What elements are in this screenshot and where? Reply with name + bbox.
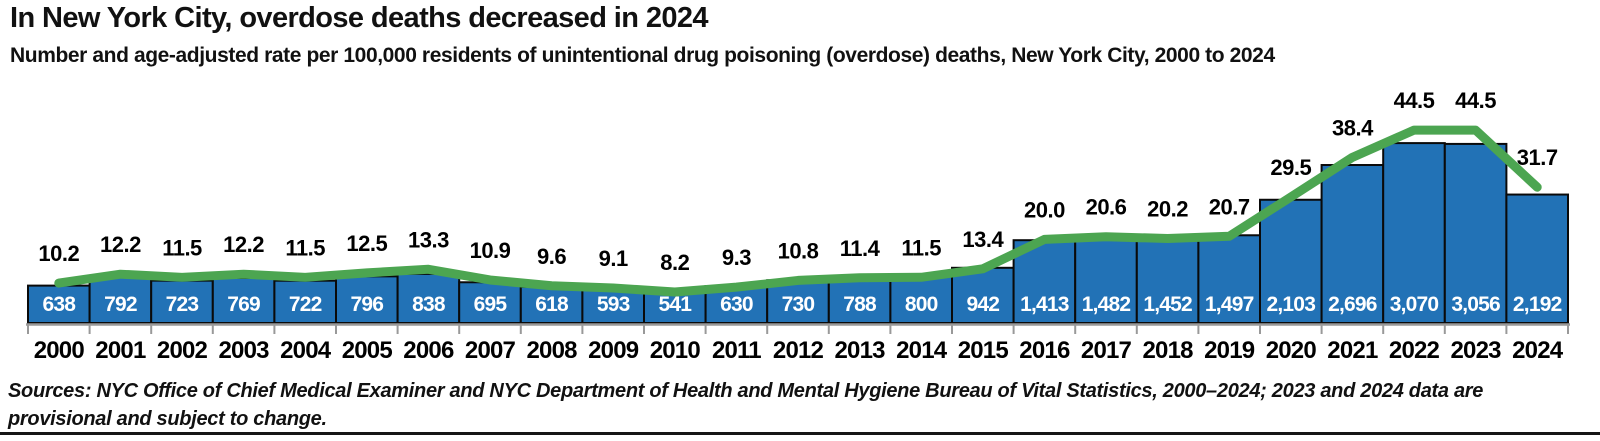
chart-subtitle: Number and age-adjusted rate per 100,000…	[10, 44, 1275, 67]
rate-label-2014: 11.5	[901, 235, 941, 260]
rate-label-2005: 12.5	[346, 231, 387, 256]
rate-label-2009: 9.1	[599, 246, 628, 271]
x-axis-label-2016: 2016	[1019, 337, 1070, 364]
x-axis-label-2012: 2012	[773, 337, 824, 364]
rate-label-2022: 44.5	[1394, 88, 1435, 113]
bar-2015	[951, 266, 1015, 324]
bar-value-label-2012: 730	[782, 293, 815, 316]
bar-2018	[1135, 236, 1200, 324]
rate-line	[54, 125, 1542, 297]
bar-value-label-2021: 2,696	[1328, 293, 1377, 316]
bar-2019	[1197, 234, 1262, 324]
bar-2020	[1259, 198, 1323, 324]
bar-2012	[766, 279, 830, 324]
x-axis-label-2010: 2010	[650, 337, 701, 364]
bar-2022	[1382, 142, 1446, 324]
overdose-deaths-chart: 638 10.2 2000 792 12.2 2001 723 11.5 2002 769 12.2…	[26, 88, 1570, 364]
sources-note: Sources: NYC Office of Chief Medical Exa…	[8, 380, 1484, 430]
x-axis-label-2021: 2021	[1327, 337, 1378, 364]
bar-2007	[458, 281, 522, 324]
x-axis-label-2008: 2008	[526, 337, 577, 364]
bar-value-label-2006: 838	[412, 293, 446, 316]
rate-label-2007: 10.9	[470, 238, 511, 263]
bar-value-label-2015: 942	[966, 293, 999, 316]
bar-2006	[396, 272, 461, 325]
bar-value-label-2019: 1,497	[1205, 293, 1254, 316]
bar-value-label-2005: 796	[350, 293, 383, 316]
bar-value-label-2023: 3,056	[1451, 293, 1500, 316]
rate-label-2019: 20.7	[1209, 194, 1250, 219]
bar-2009	[581, 287, 646, 324]
rate-label-2001: 12.2	[100, 232, 141, 257]
x-axis-label-2014: 2014	[896, 337, 948, 364]
bar-value-label-2000: 638	[42, 293, 76, 316]
bar-value-label-2016: 1,413	[1020, 293, 1069, 316]
bar-2024	[1505, 193, 1570, 324]
bar-value-label-2020: 2,103	[1267, 293, 1316, 316]
rate-label-2020: 29.5	[1270, 155, 1311, 180]
x-axis-label-2023: 2023	[1450, 337, 1501, 364]
bar-value-label-2002: 723	[166, 293, 199, 316]
x-axis-label-2017: 2017	[1081, 337, 1132, 364]
rate-label-2011: 9.3	[722, 245, 751, 270]
x-axis-label-2018: 2018	[1142, 337, 1193, 364]
rate-label-2010: 8.2	[660, 250, 689, 275]
bar-2017	[1074, 235, 1138, 324]
rate-label-2004: 11.5	[285, 235, 325, 260]
x-axis-label-2007: 2007	[465, 337, 516, 364]
bar-value-label-2010: 541	[658, 293, 692, 316]
rate-label-2002: 11.5	[162, 235, 202, 260]
x-axis-label-2000: 2000	[34, 337, 85, 364]
bar-value-label-2014: 800	[905, 293, 938, 316]
rate-label-2006: 13.3	[408, 227, 449, 252]
bar-value-label-2022: 3,070	[1390, 293, 1439, 316]
bar-value-label-2008: 618	[535, 293, 569, 316]
bar-value-label-2011: 630	[720, 293, 753, 316]
x-axis-label-2006: 2006	[403, 337, 454, 364]
rate-label-2024: 31.7	[1517, 145, 1558, 170]
x-axis-label-2019: 2019	[1204, 337, 1255, 364]
bar-value-label-2017: 1,482	[1082, 293, 1131, 316]
bar-2005	[335, 275, 399, 324]
rate-label-2012: 10.8	[778, 238, 819, 263]
bar-value-label-2007: 695	[474, 293, 508, 316]
rate-label-2003: 12.2	[223, 232, 264, 257]
x-axis-label-2022: 2022	[1389, 337, 1440, 364]
x-axis-label-2005: 2005	[342, 337, 393, 364]
page-title: In New York City, overdose deaths decrea…	[10, 2, 709, 34]
rate-label-2000: 10.2	[38, 241, 79, 266]
bar-value-label-2024: 2,192	[1513, 293, 1562, 316]
x-axis-label-2002: 2002	[157, 337, 208, 364]
x-axis-label-2013: 2013	[834, 337, 885, 364]
rate-label-2017: 20.6	[1086, 195, 1127, 220]
x-axis-label-2004: 2004	[280, 337, 332, 364]
x-axis-label-2001: 2001	[95, 337, 146, 364]
x-axis-label-2003: 2003	[218, 337, 269, 364]
bar-value-label-2001: 792	[104, 293, 137, 316]
bar-2001	[88, 275, 153, 325]
bar-value-label-2013: 788	[843, 293, 877, 316]
rate-label-2008: 9.6	[537, 244, 566, 269]
rate-label-2023: 44.5	[1455, 88, 1496, 113]
rate-label-2021: 38.4	[1332, 115, 1374, 140]
bar-value-label-2004: 722	[289, 293, 322, 316]
bar-value-label-2018: 1,452	[1143, 293, 1192, 316]
rate-label-2013: 11.4	[840, 236, 881, 261]
rate-label-2015: 13.4	[962, 227, 1004, 252]
rate-label-2016: 20.0	[1024, 197, 1065, 222]
bar-2021	[1320, 164, 1385, 324]
x-axis-label-2024: 2024	[1512, 337, 1564, 364]
bar-value-label-2003: 769	[227, 293, 260, 316]
bottom-rule	[0, 432, 1600, 435]
x-axis-label-2015: 2015	[958, 337, 1009, 364]
bar-value-label-2009: 593	[597, 293, 630, 316]
bar-2008	[519, 285, 584, 325]
x-axis-label-2009: 2009	[588, 337, 639, 364]
rate-label-2018: 20.2	[1147, 197, 1188, 222]
bar-2000	[27, 284, 91, 325]
x-axis-label-2011: 2011	[712, 337, 761, 364]
x-axis-label-2020: 2020	[1266, 337, 1317, 364]
